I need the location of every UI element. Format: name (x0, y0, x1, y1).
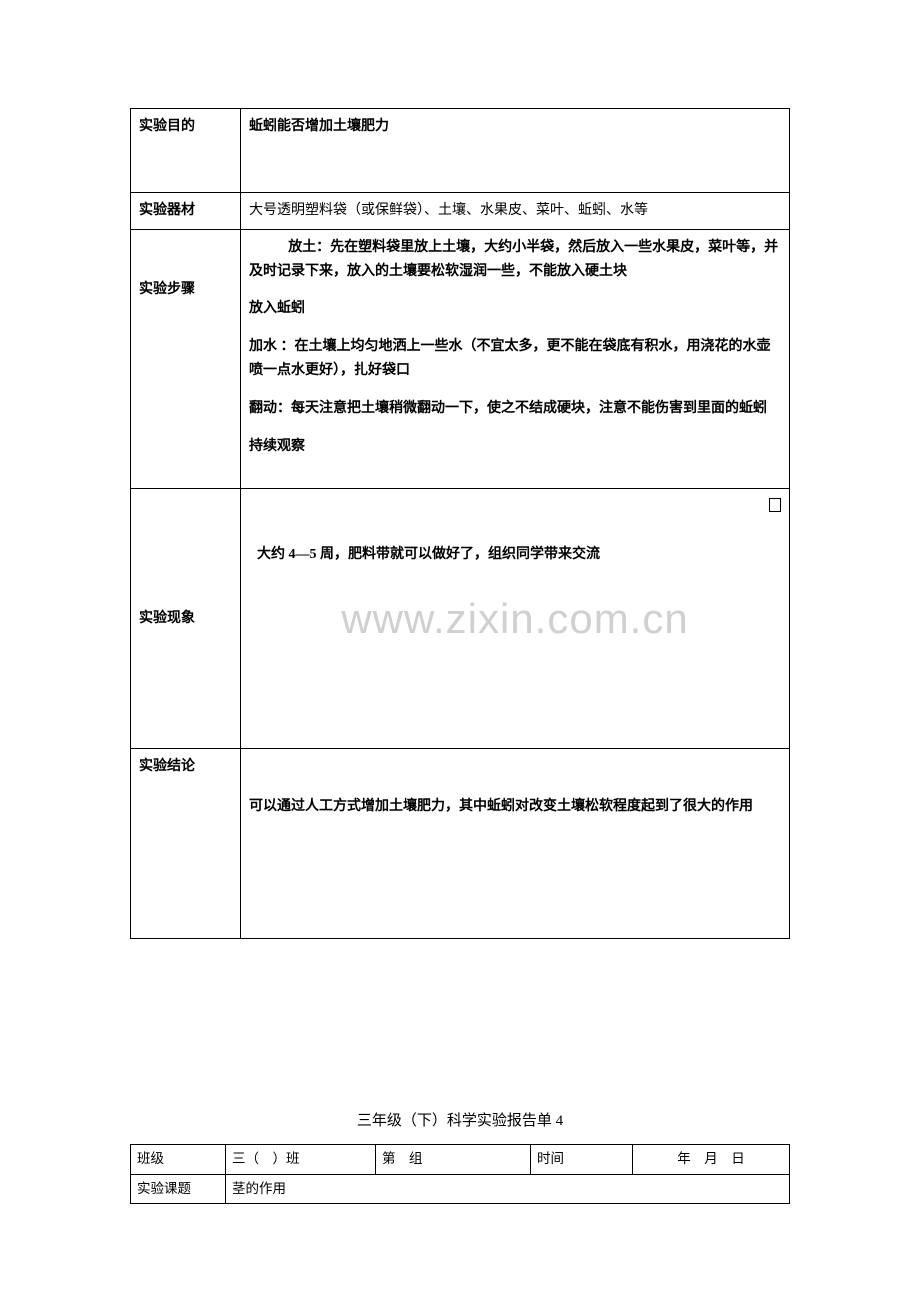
label-phenomenon: 实验现象 (131, 489, 241, 749)
row-purpose: 实验目的 蚯蚓能否增加土壤肥力 (131, 109, 790, 193)
hdr-r1c1: 班级 (131, 1145, 226, 1174)
experiment-table: 实验目的 蚯蚓能否增加土壤肥力 实验器材 大号透明塑料袋（或保鲜袋）、土壤、水果… (130, 108, 790, 939)
hdr-row-1: 班级 三（ ）班 第 组 时间 年 月 日 (131, 1145, 790, 1174)
hdr-row-2: 实验课题 茎的作用 (131, 1174, 790, 1203)
value-phenomenon-cell: 大约 4—5 周，肥料带就可以做好了，组织同学带来交流 www.zixin.co… (241, 489, 790, 749)
step-1-text: 放土：先在塑料袋里放上土壤，大约小半袋，然后放入一些水果皮，菜叶等，并及时记录下… (249, 240, 778, 279)
hdr-r2c1: 实验课题 (131, 1174, 226, 1203)
watermark-text: www.zixin.com.cn (241, 583, 789, 654)
row-steps: 实验步骤 放土：先在塑料袋里放上土壤，大约小半袋，然后放入一些水果皮，菜叶等，并… (131, 229, 790, 489)
row-conclusion: 实验结论 可以通过人工方式增加土壤肥力，其中蚯蚓对改变土壤松软程度起到了很大的作… (131, 749, 790, 939)
hdr-r1c3: 第 组 (376, 1145, 531, 1174)
step-3: 加水 ：在土壤上均匀地洒上一些水（不宜太多，更不能在袋底有积水，用浇花的水壶喷一… (249, 335, 781, 383)
label-conclusion: 实验结论 (131, 749, 241, 939)
hdr-r1c5: 年 月 日 (633, 1145, 790, 1174)
value-phenomenon: 大约 4—5 周，肥料带就可以做好了，组织同学带来交流 (257, 543, 781, 567)
value-conclusion-cell: 可以通过人工方式增加土壤肥力，其中蚯蚓对改变土壤松软程度起到了很大的作用 (241, 749, 790, 939)
section-title-4: 三年级（下）科学实验报告单 4 (130, 1109, 790, 1130)
step-5: 持续观察 (249, 435, 781, 459)
label-purpose: 实验目的 (131, 109, 241, 193)
value-purpose: 蚯蚓能否增加土壤肥力 (241, 109, 790, 193)
row-phenomenon: 实验现象 大约 4—5 周，肥料带就可以做好了，组织同学带来交流 www.zix… (131, 489, 790, 749)
hdr-r1c2: 三（ ）班 (226, 1145, 376, 1174)
header-table-4: 班级 三（ ）班 第 组 时间 年 月 日 实验课题 茎的作用 (130, 1144, 790, 1204)
step-2: 放入蚯蚓 (249, 297, 781, 321)
label-steps: 实验步骤 (131, 229, 241, 489)
value-steps: 放土：先在塑料袋里放上土壤，大约小半袋，然后放入一些水果皮，菜叶等，并及时记录下… (241, 229, 790, 489)
checkbox-marker (769, 498, 781, 512)
step-1: 放土：先在塑料袋里放上土壤，大约小半袋，然后放入一些水果皮，菜叶等，并及时记录下… (249, 236, 781, 284)
hdr-r2c2: 茎的作用 (226, 1174, 790, 1203)
value-conclusion: 可以通过人工方式增加土壤肥力，其中蚯蚓对改变土壤松软程度起到了很大的作用 (249, 795, 781, 819)
value-equipment: 大号透明塑料袋（或保鲜袋）、土壤、水果皮、菜叶、蚯蚓、水等 (241, 193, 790, 230)
hdr-r1c4: 时间 (531, 1145, 633, 1174)
step-4: 翻动：每天注意把土壤稍微翻动一下，使之不结成硬块，注意不能伤害到里面的蚯蚓 (249, 397, 781, 421)
page: 实验目的 蚯蚓能否增加土壤肥力 实验器材 大号透明塑料袋（或保鲜袋）、土壤、水果… (0, 0, 920, 1244)
label-equipment: 实验器材 (131, 193, 241, 230)
row-equipment: 实验器材 大号透明塑料袋（或保鲜袋）、土壤、水果皮、菜叶、蚯蚓、水等 (131, 193, 790, 230)
